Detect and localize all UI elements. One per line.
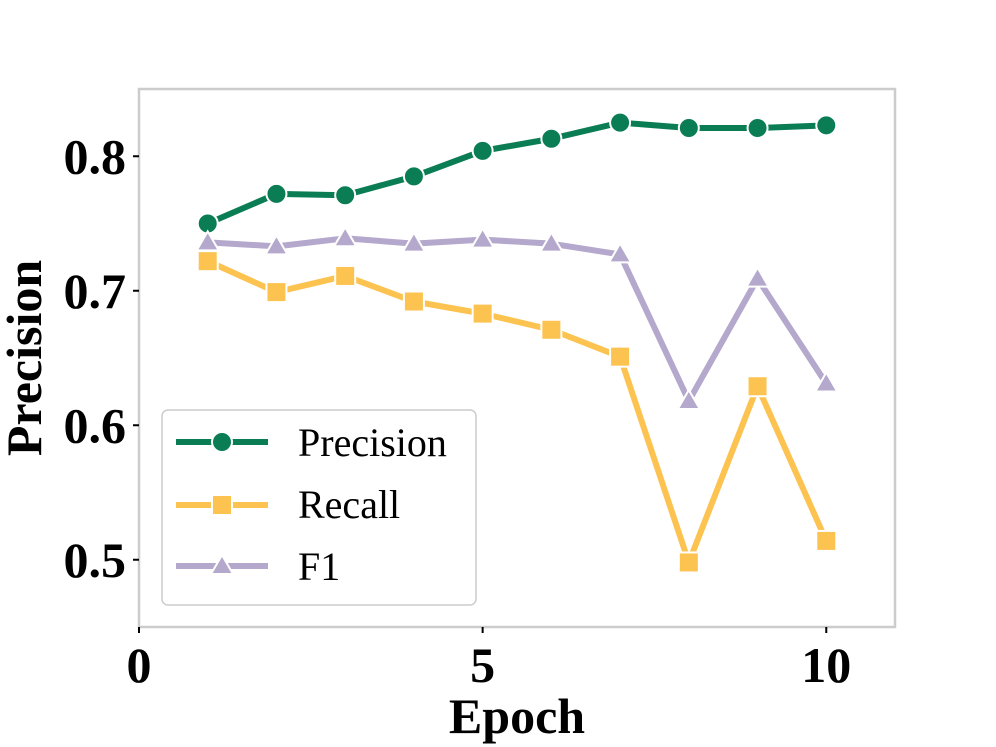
data-point-f1 (401, 230, 427, 253)
y-tick-label: 0.7 (64, 263, 127, 319)
data-point-f1 (607, 241, 633, 264)
series-line-recall (204, 258, 830, 566)
series-f1 (194, 225, 840, 411)
data-point-precision (815, 114, 838, 137)
data-point-f1 (332, 225, 358, 248)
data-point-precision (609, 111, 632, 134)
data-point-f1 (538, 230, 565, 253)
data-point-f1 (263, 233, 290, 256)
data-point-f1 (744, 265, 771, 288)
data-point-precision (746, 117, 769, 140)
y-tick-label: 0.5 (64, 532, 127, 588)
data-point-precision (677, 117, 700, 140)
x-axis-label: Epoch (449, 688, 585, 744)
legend-label-precision: Precision (298, 420, 447, 465)
legend-item-recall: Recall (176, 482, 400, 527)
legend-marker-f1 (209, 553, 235, 575)
data-point-recall (746, 375, 769, 398)
data-point-f1 (469, 226, 496, 249)
legend-label-f1: F1 (298, 544, 340, 589)
series-line-f1 (204, 235, 830, 405)
y-axis-label: Precision (0, 260, 52, 456)
data-point-recall (677, 551, 700, 574)
plot-frame (137, 87, 897, 629)
data-point-f1 (194, 229, 221, 252)
data-point-recall (402, 290, 425, 313)
data-point-precision (540, 127, 563, 150)
data-point-f1 (813, 370, 840, 393)
data-point-precision (334, 184, 357, 207)
legend: Precision Recall F1 (161, 409, 477, 606)
data-point-precision (402, 165, 425, 188)
legend-marker-precision (211, 431, 233, 453)
legend-item-f1: F1 (176, 544, 340, 589)
legend-item-precision: Precision (176, 420, 447, 465)
x-tick-label: 5 (470, 637, 495, 693)
data-point-recall (815, 529, 838, 552)
data-point-f1 (676, 388, 702, 411)
legend-marker-recall (211, 494, 233, 516)
series-line-precision (204, 119, 830, 227)
x-tick-label: 0 (127, 637, 152, 693)
series-layer (194, 111, 840, 574)
legend-label-recall: Recall (298, 482, 400, 527)
y-tick-label: 0.6 (64, 397, 127, 453)
data-point-recall (609, 345, 632, 368)
data-point-recall (196, 250, 219, 273)
legend-box (161, 409, 477, 606)
ticks-layer: 0 5 10 0.5 0.6 0.7 0.8 (64, 128, 852, 693)
y-tick-label: 0.8 (64, 128, 127, 184)
data-point-precision (471, 139, 494, 162)
x-tick-label: 10 (801, 637, 851, 693)
data-point-precision (265, 182, 288, 205)
series-precision (196, 111, 838, 235)
data-point-recall (471, 302, 494, 325)
data-point-recall (334, 264, 357, 287)
data-point-recall (540, 318, 563, 341)
series-recall (196, 250, 838, 574)
data-point-recall (265, 281, 288, 304)
